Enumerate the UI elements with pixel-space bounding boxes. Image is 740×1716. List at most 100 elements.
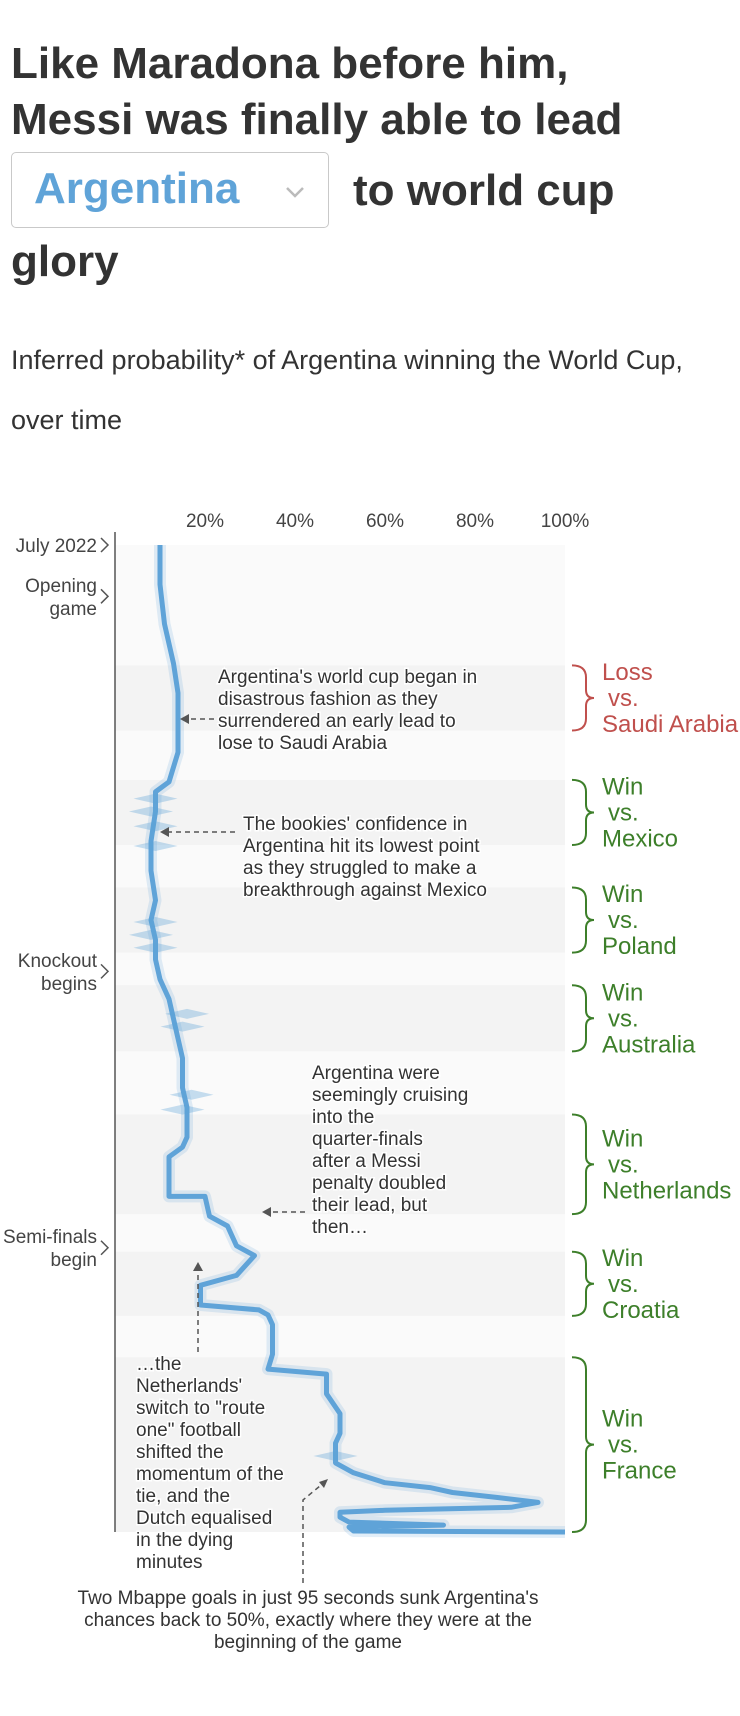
- x-tick-label: 60%: [366, 511, 404, 532]
- match-opponent: Netherlands: [602, 1177, 731, 1204]
- annotation-text: as they struggled to make a: [243, 858, 477, 879]
- match-opponent: Saudi Arabia: [602, 711, 739, 738]
- x-tick-label: 80%: [456, 511, 494, 532]
- match-vs: vs.: [608, 1151, 639, 1178]
- annotation-text: lose to Saudi Arabia: [218, 733, 387, 754]
- match-vs: vs.: [608, 685, 639, 712]
- chevron-down-icon: [286, 187, 304, 198]
- annotation-text: after a Messi: [312, 1151, 421, 1172]
- line-noise-mark: [160, 1104, 205, 1115]
- match-brace: [571, 778, 595, 847]
- line-noise-mark: [313, 1451, 358, 1462]
- team-select[interactable]: Argentina: [11, 152, 329, 228]
- annotation-text: chances back to 50%, exactly where they …: [84, 1610, 532, 1631]
- annotation-text: Argentina's world cup began in: [218, 667, 477, 688]
- annotation-arrowhead: [160, 827, 169, 837]
- headline-after-select: to world cup: [353, 166, 615, 215]
- match-vs: vs.: [608, 1271, 639, 1298]
- headline-line-1: Like Maradona before him,: [11, 39, 569, 88]
- annotation-text: penalty doubled: [312, 1173, 446, 1194]
- y-axis-chevron: [100, 963, 110, 979]
- match-opponent: Croatia: [602, 1297, 680, 1324]
- team-select-value: Argentina: [34, 164, 240, 213]
- line-noise-mark: [165, 1008, 209, 1019]
- match-band: [115, 887, 565, 953]
- annotation-text: …the: [136, 1354, 181, 1375]
- annotation-text: Argentina hit its lowest point: [243, 836, 480, 857]
- match-brace: [571, 886, 595, 954]
- headline-line-2: Messi was finally able to lead: [11, 95, 623, 144]
- match-band: [115, 1251, 565, 1316]
- match-result: Win: [602, 1245, 643, 1272]
- annotation-text: their lead, but: [312, 1195, 428, 1216]
- annotation-text: breakthrough against Mexico: [243, 880, 487, 901]
- match-band: [115, 665, 565, 731]
- match-vs: vs.: [608, 799, 639, 826]
- annotation-arrowhead: [319, 1479, 328, 1488]
- match-vs: vs.: [608, 1005, 639, 1032]
- probability-line: [129, 545, 566, 1538]
- y-axis-label: begins: [41, 974, 97, 995]
- match-brace: [571, 1250, 595, 1317]
- match-result: Win: [602, 979, 643, 1006]
- line-noise-mark: [129, 806, 173, 817]
- headline: Like Maradona before him, Messi was fina…: [11, 36, 731, 290]
- match-brace: [571, 664, 595, 732]
- annotation-arrowhead: [180, 714, 189, 724]
- y-axis-label: Semi-finals: [3, 1227, 97, 1248]
- line-noise-mark: [133, 917, 178, 928]
- line-noise-mark: [133, 793, 178, 804]
- annotation-arrowhead: [193, 1262, 203, 1271]
- line-noise-mark: [160, 1021, 205, 1032]
- y-axis-chevron: [100, 537, 110, 553]
- y-axis-chevron: [100, 588, 110, 604]
- y-axis-label: Knockout: [18, 951, 98, 972]
- match-opponent: Poland: [602, 933, 677, 960]
- match-band: [115, 1357, 565, 1532]
- match-result: Win: [602, 1406, 643, 1433]
- annotation-text: The bookies' confidence in: [243, 814, 467, 835]
- match-brace: [571, 984, 595, 1053]
- annotation-text: switch to "route: [136, 1398, 265, 1419]
- match-band: [115, 985, 565, 1052]
- line-noise-mark: [133, 942, 178, 953]
- headline-line-4: glory: [11, 237, 119, 286]
- match-vs: vs.: [608, 907, 639, 934]
- y-axis-label: game: [49, 599, 97, 620]
- annotation-text: beginning of the game: [214, 1632, 402, 1653]
- probability-line-path: [148, 545, 566, 1535]
- plot-background: [115, 545, 565, 1532]
- annotation-text: one" football: [136, 1420, 241, 1441]
- annotation-text: Argentina were: [312, 1063, 440, 1084]
- match-vs: vs.: [608, 1432, 639, 1459]
- annotation-text: momentum of the: [136, 1464, 284, 1485]
- match-band: [115, 779, 565, 846]
- annotation-text: quarter-finals: [312, 1129, 423, 1150]
- annotations: Argentina's world cup began indisastrous…: [76, 666, 540, 1655]
- headline-line-3: Argentina to world cup: [11, 148, 731, 234]
- annotation-arrow: [302, 1480, 327, 1583]
- x-tick-label: 20%: [186, 511, 224, 532]
- y-axis-label: begin: [51, 1250, 98, 1271]
- match-opponent: Mexico: [602, 825, 678, 852]
- match-result: Win: [602, 1125, 643, 1152]
- annotation-text: into the: [312, 1107, 374, 1128]
- line-noise-mark: [133, 841, 178, 852]
- annotation-text: disastrous fashion as they: [218, 689, 438, 710]
- match-opponent: Australia: [602, 1031, 696, 1058]
- annotation-text: shifted the: [136, 1442, 224, 1463]
- annotation-arrowhead: [262, 1207, 271, 1217]
- annotation-text: seemingly cruising: [312, 1085, 468, 1106]
- annotation-text: surrendered an early lead to: [218, 711, 456, 732]
- annotation-text: in the dying: [136, 1530, 233, 1551]
- match-result: Loss: [602, 659, 653, 686]
- match-brace: [571, 1113, 595, 1216]
- annotation-text: Two Mbappe goals in just 95 seconds sunk…: [78, 1588, 539, 1609]
- line-noise-mark: [169, 1089, 214, 1100]
- annotation-text: tie, and the: [136, 1486, 230, 1507]
- match-result: Win: [602, 881, 643, 908]
- annotation-text: then…: [312, 1217, 368, 1238]
